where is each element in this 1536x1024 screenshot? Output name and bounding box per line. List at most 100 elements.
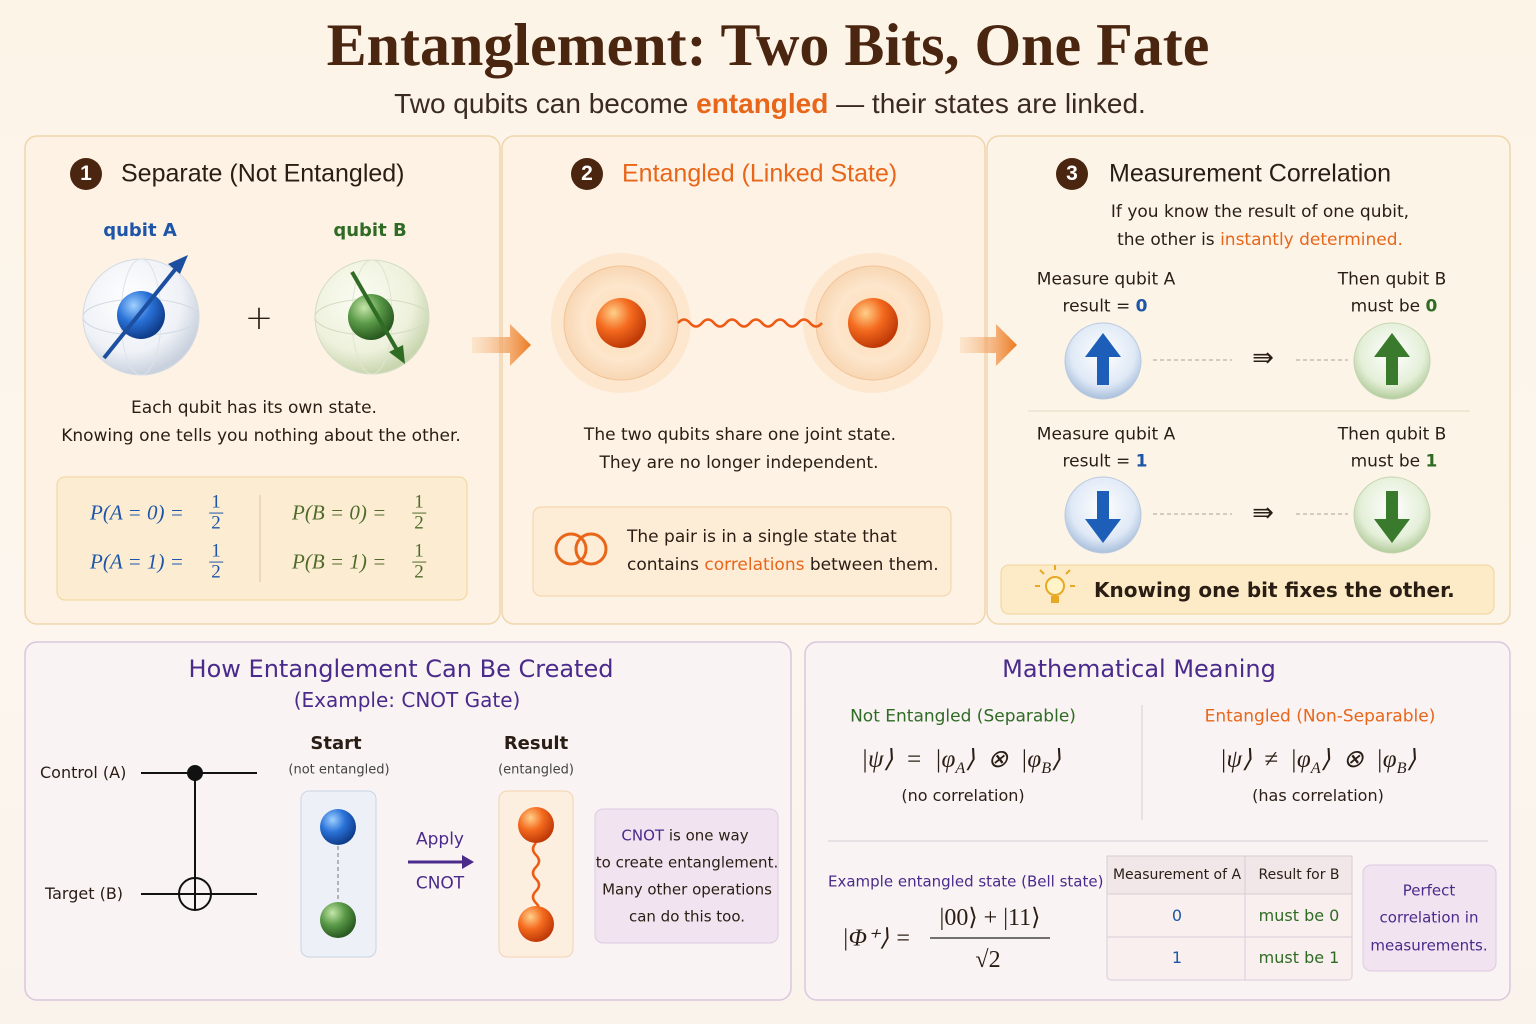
prob-box (56, 476, 468, 601)
numerator: 1 (209, 491, 223, 514)
note-line: CNOT is one way (621, 826, 749, 845)
numerator: 1 (412, 540, 426, 563)
note-line: to create entanglement. (595, 853, 779, 872)
intro-line: the other is instantly determined. (1117, 230, 1403, 250)
bell-numerator: |00⟩ + |11⟩ (939, 905, 1041, 931)
wire-label: Target (B) (45, 884, 124, 903)
caption: The two qubits share one joint state. (583, 425, 897, 445)
subtitle-text: — their states are linked. (828, 88, 1146, 119)
result-line: result = 1 (1063, 451, 1148, 472)
implies-symbol: ⇛ (1252, 343, 1274, 373)
measure-label: Measure qubit A (1036, 269, 1176, 290)
apply-label: Apply (416, 829, 464, 850)
table-cell: 0 (1171, 906, 1183, 925)
section-title: Mathematical Meaning (1002, 655, 1276, 683)
tip-text: Knowing one bit fixes the other. (1094, 578, 1455, 602)
step-number: 2 (571, 158, 603, 190)
denominator: 2 (414, 512, 424, 534)
note-line: Perfect (1402, 881, 1456, 900)
separate-qubits (82, 255, 430, 376)
caption: Each qubit has its own state. (131, 398, 377, 418)
panel-title: Entangled (Linked State) (622, 159, 898, 188)
formula-part: ⟩ ⊗ |φ (1320, 746, 1397, 773)
note-line: can do this too. (628, 907, 746, 926)
probability-lhs: P(A = 1) = (90, 549, 184, 574)
bell-lhs: |Φ⁺⟩ = (842, 925, 912, 952)
must-line: must be 0 (1351, 296, 1438, 317)
bell-denominator: √2 (975, 947, 1001, 973)
must-value: 1 (1425, 451, 1438, 472)
column-note: (has correlation) (1252, 786, 1384, 805)
formula-part: ⟩ (1051, 746, 1061, 773)
table-header: Measurement of A (1112, 867, 1242, 883)
formula-part: ⟩ ⊗ |φ (965, 746, 1042, 773)
example-label: Example entangled state (Bell state) (828, 872, 1104, 891)
probability-lhs: P(B = 0) = (292, 500, 387, 525)
panel-title: Separate (Not Entangled) (121, 159, 405, 188)
stage-label: Start (310, 733, 362, 754)
intro-text: the other is (1117, 230, 1221, 250)
section-title: How Entanglement Can Be Created (188, 655, 614, 683)
caption: Knowing one tells you nothing about the … (61, 426, 461, 446)
caption: They are no longer independent. (599, 453, 879, 473)
result-value: 1 (1135, 451, 1148, 472)
result-line: result = 0 (1062, 296, 1148, 317)
subtitle-highlight: entangled (696, 88, 829, 119)
column-note: (no correlation) (901, 786, 1025, 805)
note-text: between them. (804, 555, 939, 575)
stage-label: Result (503, 733, 569, 754)
subscript: B (1041, 759, 1052, 777)
entangled-note-box (532, 506, 952, 597)
note-highlight: correlations (704, 555, 805, 575)
title: Entanglement: Two Bits, One Fate (326, 12, 1210, 78)
subscript: B (1396, 759, 1407, 777)
step-number: 3 (1056, 158, 1088, 190)
measurement-icons (1028, 322, 1470, 554)
stage-note: (entangled) (498, 762, 574, 778)
note-text: is one way (664, 826, 749, 845)
note-line: The pair is in a single state that (627, 527, 897, 547)
qubit-label: qubit A (103, 220, 177, 241)
subscript: A (955, 759, 966, 777)
stage-note: (not entangled) (288, 762, 390, 778)
subscript: A (1310, 759, 1321, 777)
formula: |ψ⟩ ≠ |φA⟩ ⊗ |φB⟩ (1220, 744, 1417, 778)
plus-sign: + (244, 298, 274, 338)
subtitle-text: Two qubits can become (394, 88, 697, 119)
formula-part: |ψ⟩ ≠ |φ (1219, 746, 1311, 773)
intro-highlight: instantly determined. (1220, 230, 1403, 250)
table-cell: must be 0 (1258, 906, 1340, 925)
denominator: 2 (414, 561, 424, 583)
measure-label: Measure qubit A (1036, 424, 1176, 445)
implies-symbol: ⇛ (1252, 498, 1274, 528)
intro-line: If you know the result of one qubit, (1110, 202, 1410, 222)
note-line: contains correlations between them. (627, 555, 939, 575)
must-line: must be 1 (1351, 451, 1438, 472)
formula: |ψ⟩ = |φA⟩ ⊗ |φB⟩ (861, 744, 1061, 778)
math-layout (828, 705, 1497, 981)
numerator: 1 (412, 491, 426, 514)
probability-lhs: P(A = 0) = (90, 500, 184, 525)
entangled-qubits (551, 253, 943, 393)
denominator: 2 (211, 512, 221, 534)
tip-box (1000, 564, 1495, 615)
note-highlight: CNOT (621, 826, 665, 845)
table-cell: 1 (1171, 948, 1183, 967)
note-line: Many other operations (602, 880, 772, 899)
must-value: 0 (1425, 296, 1438, 317)
result-text: result = (1062, 296, 1136, 317)
note-line: correlation in (1379, 908, 1479, 927)
panel-title: Measurement Correlation (1109, 159, 1392, 188)
cnot-circuit (141, 765, 779, 958)
formula-part: |ψ⟩ = |φ (861, 746, 956, 773)
flow-arrows (472, 324, 1017, 366)
column-label: Not Entangled (Separable) (850, 706, 1076, 727)
then-label: Then qubit B (1337, 269, 1447, 290)
denominator: 2 (211, 561, 221, 583)
